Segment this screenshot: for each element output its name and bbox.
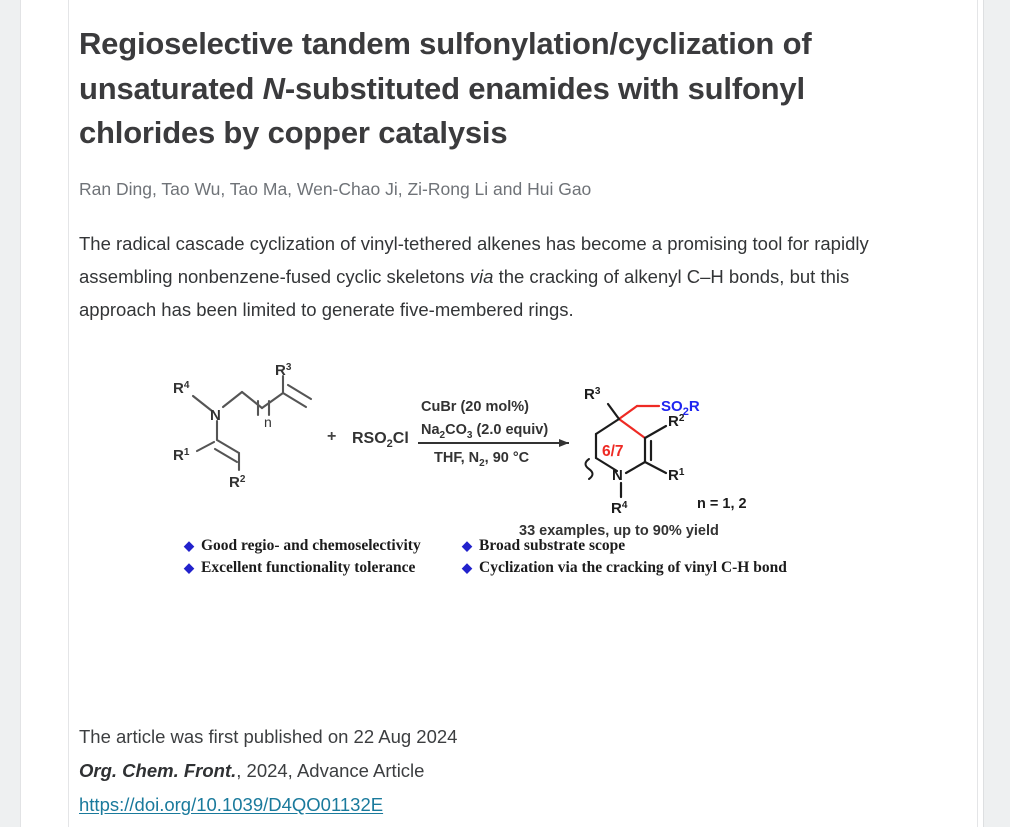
reagent-sulfonyl-chloride: RSO2Cl: [352, 430, 409, 450]
highlight-right-1: Broad substrate scope: [479, 537, 625, 554]
label-so2r: SO2R: [661, 398, 700, 418]
plus-sign: +: [327, 428, 336, 445]
abstract-text: The radical cascade cyclization of vinyl…: [79, 201, 924, 327]
label-nitrogen-substrate: N: [210, 407, 221, 424]
bullet-diamond-icon: ◆: [183, 560, 195, 575]
article-footer: The article was first published on 22 Au…: [79, 720, 924, 822]
bullet-diamond-icon: ◆: [461, 560, 473, 575]
publication-date-line: The article was first published on 22 Au…: [79, 726, 458, 747]
condition-line-base: Na2CO3 (2.0 equiv): [421, 422, 548, 441]
reaction-arrow-group: CuBr (20 mol%) Na2CO3 (2.0 equiv) THF, N…: [418, 399, 569, 469]
label-r1-product: R1: [668, 467, 685, 484]
label-r2-substrate: R2: [229, 474, 246, 491]
reaction-scheme-svg: R4 N R1 R2 R3 n + RSO2Cl CuBr (20 mol%) …: [173, 363, 787, 576]
doi-link[interactable]: https://doi.org/10.1039/D4QO01132E: [79, 793, 384, 815]
highlights-group: ◆ Good regio- and chemoselectivity ◆ Exc…: [183, 537, 787, 576]
product-atom-labels: R3 SO2R R2 6/7 N R1 R4 n = 1, 2: [584, 386, 747, 517]
label-nitrogen-product: N: [612, 467, 623, 484]
abstract-part1: The radical cascade cyclization of vinyl…: [79, 233, 869, 288]
label-r3-substrate: R3: [275, 363, 292, 379]
label-r1-substrate: R1: [173, 447, 190, 464]
abstract-part2: the cracking of alkenyl C–H bonds, but t…: [79, 266, 850, 321]
substrate-skeleton: [191, 375, 313, 472]
highlight-left-2: Excellent functionality tolerance: [201, 559, 415, 576]
substrate-atom-labels: R4 N R1 R2 R3 n: [173, 363, 292, 491]
condition-line-solvent: THF, N2, 90 °C: [434, 450, 530, 469]
journal-citation-line: Org. Chem. Front., 2024, Advance Article: [79, 754, 924, 788]
abstract-italic-via: via: [469, 266, 494, 288]
label-r2-product: R2: [668, 413, 685, 430]
graphical-abstract-figure: R4 N R1 R2 R3 n + RSO2Cl CuBr (20 mol%) …: [159, 363, 859, 578]
page-gutter-left: [0, 0, 20, 827]
label-r4-product: R4: [611, 500, 628, 517]
label-r3-product: R3: [584, 386, 601, 403]
highlight-right-2: Cyclization via the cracking of vinyl C-…: [479, 559, 787, 576]
highlight-left-1: Good regio- and chemoselectivity: [201, 537, 421, 554]
examples-note: 33 examples, up to 90% yield: [519, 523, 719, 539]
content-rule-left: [68, 0, 69, 827]
label-r4: R4: [173, 380, 190, 397]
label-chain-n: n: [264, 414, 272, 430]
arrow-head: [559, 439, 569, 448]
product-red-bonds: [617, 405, 661, 440]
condition-line-catalyst: CuBr (20 mol%): [421, 399, 529, 415]
journal-citation-rest: , 2024, Advance Article: [236, 759, 425, 781]
label-ring-size: 6/7: [602, 443, 624, 460]
bullet-diamond-icon: ◆: [461, 538, 473, 553]
product-black-bonds: [584, 403, 668, 499]
title-text-part1: Regioselective tandem sulfonylation/cycl…: [79, 26, 812, 106]
page-title: Regioselective tandem sulfonylation/cycl…: [79, 0, 924, 156]
author-list: Ran Ding, Tao Wu, Tao Ma, Wen-Chao Ji, Z…: [79, 178, 592, 199]
content-rule-right: [977, 0, 978, 827]
product-skeleton: R3 SO2R R2 6/7 N R1 R4 n = 1, 2: [584, 386, 747, 517]
article-content: Regioselective tandem sulfonylation/cycl…: [79, 0, 939, 827]
label-n-values: n = 1, 2: [697, 496, 747, 512]
bullet-diamond-icon: ◆: [183, 538, 195, 553]
title-text-part2: -substituted enamides with sulfonyl chlo…: [79, 70, 805, 151]
title-italic-n: N: [262, 70, 285, 106]
journal-name: Org. Chem. Front.: [79, 759, 237, 781]
page-gutter-right: [984, 0, 1010, 827]
article-paper: [20, 0, 984, 827]
